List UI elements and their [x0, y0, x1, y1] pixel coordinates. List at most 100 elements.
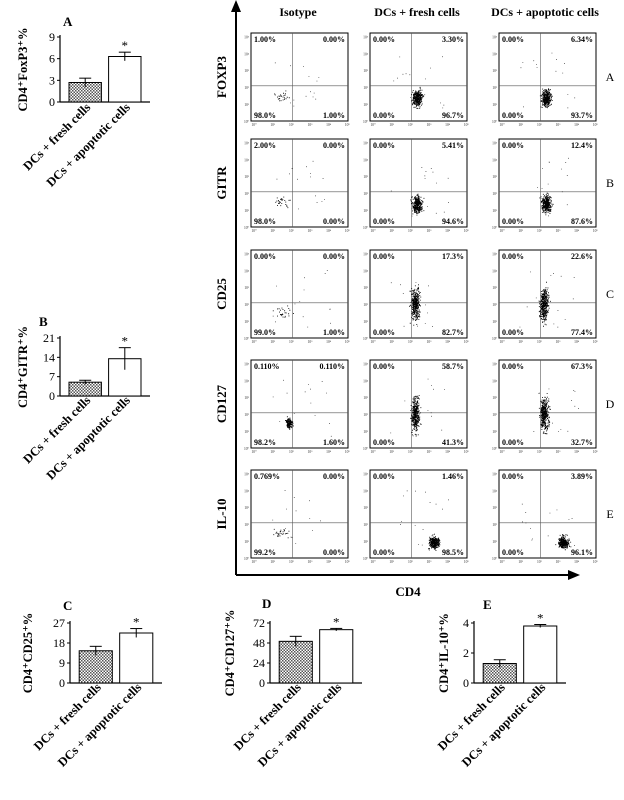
flow-y-tick-label: 10¹ [492, 209, 497, 213]
flow-x-tick-label: 10⁰ [251, 123, 257, 127]
flow-plot-frame [250, 249, 349, 339]
flow-y-tick-label: 10³ [244, 69, 250, 73]
flow-y-tick-label: 10⁵ [363, 472, 369, 476]
quadrant-ll-percent: 0.00% [502, 438, 524, 447]
flow-y-tick-label: 10⁴ [363, 379, 369, 383]
flow-x-tick-label: 10⁵ [593, 229, 599, 233]
flow-x-tick-label: 10¹ [270, 560, 275, 564]
quadrant-ul-percent: 0.00% [254, 252, 276, 261]
flow-y-tick-label: 10⁰ [363, 226, 369, 230]
flow-x-tick-label: 10⁴ [326, 123, 332, 127]
flow-plot-frame [369, 469, 468, 559]
y-tick-label: 18 [53, 636, 65, 650]
flow-y-tick-label: 10¹ [492, 320, 497, 324]
flow-x-tick-label: 10² [408, 340, 413, 344]
quadrant-ul-percent: 0.769% [254, 472, 280, 481]
y-tick-label: 0 [259, 676, 265, 690]
flow-x-tick-label: 10² [408, 450, 413, 454]
flow-x-tick-label: 10⁴ [445, 340, 451, 344]
quadrant-ur-percent: 3.30% [442, 35, 464, 44]
quadrant-lr-percent: 87.6% [571, 217, 593, 226]
flow-x-tick-label: 10¹ [270, 123, 275, 127]
y-tick-label: 27 [53, 616, 65, 630]
flow-x-tick-label: 10⁴ [574, 560, 580, 564]
flow-row-letter: C [606, 287, 614, 301]
y-tick-label: 6 [49, 52, 55, 66]
quadrant-lr-percent: 96.7% [442, 111, 464, 120]
flow-x-tick-label: 10⁵ [464, 229, 470, 233]
quadrant-ll-percent: 98.2% [254, 438, 276, 447]
flow-plots-grid: 10⁰ 10⁰ 10¹ 10¹ 10² 10² 10³ 10³ 10⁴ 10⁴ 10⁵ 10⁵ 1.00… [244, 32, 599, 564]
flow-x-tick-label: 10³ [556, 340, 562, 344]
flow-y-tick-label: 10¹ [244, 320, 249, 324]
flow-plot-frame [498, 138, 597, 228]
flow-plot-frame [250, 469, 349, 559]
flow-y-tick-label: 10³ [492, 506, 498, 510]
quadrant-ur-percent: 12.4% [571, 141, 593, 150]
flow-x-tick-label: 10² [408, 560, 413, 564]
flow-y-tick-label: 10² [244, 523, 249, 527]
flow-x-tick-label: 10⁰ [499, 340, 505, 344]
flow-y-tick-label: 10⁵ [363, 362, 369, 366]
flow-y-tick-label: 10¹ [492, 430, 497, 434]
y-tick-label: 0 [463, 676, 469, 690]
flow-x-tick-label: 10⁴ [445, 123, 451, 127]
flow-x-tick-label: 10⁰ [499, 123, 505, 127]
flow-y-tick-label: 10¹ [363, 540, 368, 544]
flow-y-tick-label: 10¹ [244, 540, 249, 544]
flow-plot-frame [498, 32, 597, 122]
flow-y-tick-label: 10² [244, 86, 249, 90]
flow-y-tick-label: 10⁵ [244, 35, 250, 39]
flow-plot-frame [250, 138, 349, 228]
flow-x-tick-label: 10⁴ [326, 560, 332, 564]
flow-y-tick-label: 10³ [363, 506, 369, 510]
significance-marker: * [333, 614, 340, 629]
flow-x-tick-label: 10¹ [270, 229, 275, 233]
flow-x-tick-label: 10² [289, 123, 294, 127]
quadrant-ur-percent: 3.89% [571, 472, 593, 481]
flow-x-axis-arrow [568, 570, 580, 580]
flow-x-tick-label: 10¹ [518, 229, 523, 233]
quadrant-ur-percent: 6.34% [571, 35, 593, 44]
quadrant-ll-percent: 0.00% [373, 217, 395, 226]
flow-plot-frame [498, 249, 597, 339]
flow-y-tick-label: 10⁰ [492, 447, 498, 451]
flow-y-tick-label: 10³ [363, 69, 369, 73]
category-label: DCs + fresh cells [231, 680, 304, 753]
y-tick-label: 0 [59, 676, 65, 690]
quadrant-lr-percent: 94.6% [442, 217, 464, 226]
flow-y-tick-label: 10⁵ [244, 362, 250, 366]
quadrant-ul-percent: 1.00% [254, 35, 276, 44]
flow-y-tick-label: 10² [492, 523, 497, 527]
flow-y-tick-label: 10⁰ [363, 557, 369, 561]
flow-row-letter: E [606, 507, 613, 521]
y-tick-label: 4 [463, 616, 469, 630]
flow-plot-frame [498, 359, 597, 449]
flow-plot: 10⁰10⁰10¹10¹10²10²10³10³10⁴10⁴10⁵10⁵1.00… [244, 32, 350, 127]
flow-x-tick-label: 10⁰ [370, 123, 376, 127]
bar-fresh-cells [78, 650, 113, 684]
flow-row-label: FOXP3 [214, 56, 229, 98]
flow-x-tick-label: 10¹ [389, 229, 394, 233]
flow-y-tick-label: 10³ [492, 175, 498, 179]
significance-marker: * [537, 611, 544, 626]
flow-column-header: DCs + apoptotic cells [491, 5, 599, 19]
quadrant-ll-percent: 99.2% [254, 548, 276, 557]
flow-y-tick-label: 10² [363, 303, 368, 307]
flow-x-tick-label: 10² [537, 340, 542, 344]
flow-x-tick-label: 10⁰ [251, 450, 257, 454]
flow-y-tick-label: 10⁵ [492, 472, 498, 476]
flow-y-tick-label: 10¹ [363, 103, 368, 107]
flow-column-headers: Isotype DCs + fresh cells DCs + apoptotic … [279, 5, 599, 19]
flow-y-tick-label: 10³ [244, 506, 250, 510]
quadrant-ll-percent: 98.0% [254, 111, 276, 120]
flow-row-letter: D [606, 397, 615, 411]
flow-x-tick-label: 10⁰ [251, 560, 257, 564]
quadrant-ur-percent: 0.00% [323, 472, 345, 481]
